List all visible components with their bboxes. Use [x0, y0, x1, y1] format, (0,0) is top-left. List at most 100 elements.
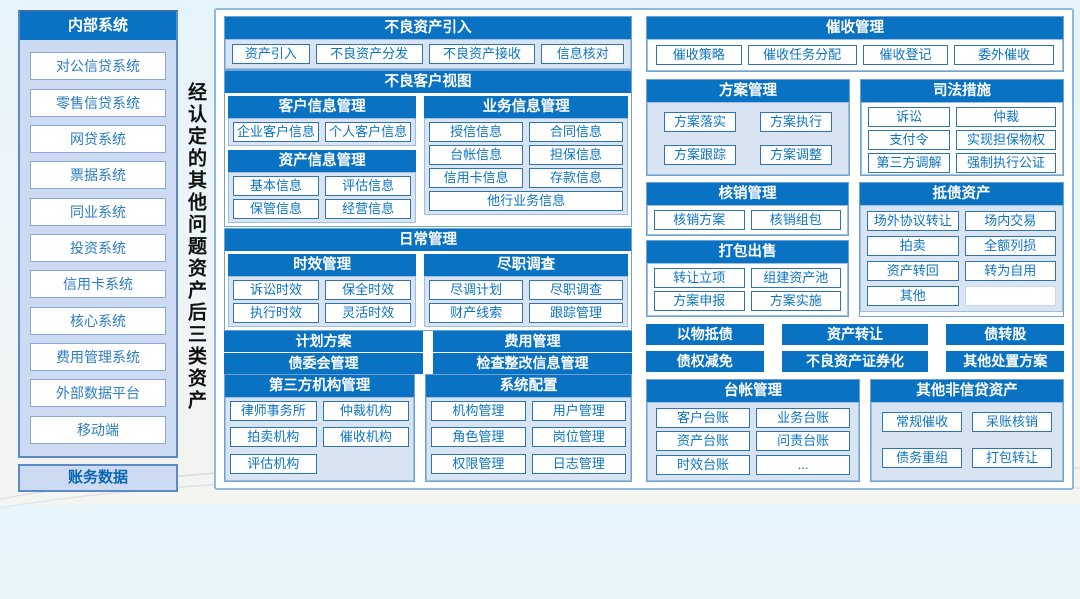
subsection-due-diligence: 尽职调查 尽调计划 尽职调查 财产线索 跟踪管理	[424, 253, 628, 327]
module-scheme-track: 方案跟踪	[664, 144, 736, 165]
section-other-non-credit-assets: 其他非信贷资产 常规催收 呆账核销 债务重组 打包转让	[870, 378, 1064, 482]
module-position-mgmt: 岗位管理	[531, 427, 626, 448]
module-asset-ledger: 资产台账	[656, 431, 751, 452]
bar-debt-to-equity: 债转股	[946, 323, 1064, 345]
internal-systems-panel: 内部系统 对公信贷系统 零售信贷系统 网贷系统 票据系统 同业系统 投资系统 信…	[18, 10, 178, 458]
section-title-collection-mgmt: 催收管理	[647, 17, 1063, 39]
module-scheme-declaration: 方案申报	[654, 291, 745, 312]
non-credit-body: 常规催收 呆账核销 债务重组 打包转让	[871, 401, 1063, 481]
module-preservation-limitation: 保全时效	[325, 279, 412, 300]
left-bar-row-1: 计划方案 费用管理	[224, 331, 632, 353]
bar-debt-relief: 债权减免	[646, 351, 764, 373]
subsection-business-info: 业务信息管理 授信信息 合同信息 台帐信息 担保信息 信用卡信息 存款信息 他行…	[424, 96, 628, 216]
section-npa-intake: 不良资产引入 资产引入 不良资产分发 不良资产接收 信息核对	[224, 16, 632, 70]
module-scheme-execution: 方案实施	[750, 291, 841, 312]
npa-intake-body: 资产引入 不良资产分发 不良资产接收 信息核对	[225, 39, 631, 69]
aging-mgmt-body: 诉讼时效 保全时效 执行时效 灵活时效	[228, 275, 417, 327]
section-writeoff-mgmt: 核销管理 核销方案 核销组包	[646, 182, 849, 237]
scheme-mgmt-body: 方案落实 方案执行 方案跟踪 方案调整	[647, 101, 849, 175]
right-bar-row-1: 以物抵债 资产转让 债转股	[646, 323, 1064, 345]
section-title-daily-management: 日常管理	[225, 228, 631, 251]
module-accountability-ledger: 问责台账	[756, 431, 851, 452]
third-party-body: 律师事务所 仲裁机构 拍卖机构 催收机构 评估机构	[225, 396, 415, 481]
empty-cell	[964, 286, 1056, 307]
section-ledger-mgmt: 台帐管理 客户台账 业务台账 资产台账 问责台账 时效台账 ...	[646, 378, 861, 482]
section-title-third-party-orgs: 第三方机构管理	[225, 374, 415, 397]
section-title-ledger-mgmt: 台帐管理	[647, 379, 860, 402]
module-org-mgmt: 机构管理	[431, 400, 526, 421]
module-law-firm: 律师事务所	[230, 400, 317, 421]
bar-creditor-committee-mgmt: 债委会管理	[224, 352, 423, 374]
section-debt-offset-assets: 抵债资产 场外协议转让 场内交易 拍卖 全额列损 资产转回 转为自用 其他	[859, 182, 1064, 318]
system-item-investment: 投资系统	[30, 233, 166, 262]
module-contract-info: 合同信息	[529, 122, 623, 143]
system-item-retail-credit: 零售信贷系统	[30, 88, 166, 117]
module-litigation: 诉讼	[868, 106, 950, 127]
right-column: 催收管理 催收策略 催收任务分配 催收登记 委外催收 方案管理 方案落实 方案执…	[646, 16, 1064, 482]
internal-systems-list: 对公信贷系统 零售信贷系统 网贷系统 票据系统 同业系统 投资系统 信用卡系统 …	[20, 40, 176, 456]
module-asset-return: 资产转回	[867, 261, 959, 282]
section-title-package-sale: 打包出售	[647, 241, 848, 264]
module-bad-debt-writeoff: 呆账核销	[972, 411, 1052, 432]
package-sale-body: 转让立项 组建资产池 方案申报 方案实施	[647, 263, 848, 317]
module-credit-card-info: 信用卡信息	[429, 168, 524, 189]
module-ledger-info: 台帐信息	[429, 145, 524, 166]
module-permission-mgmt: 权限管理	[431, 453, 526, 474]
module-user-mgmt: 用户管理	[531, 400, 626, 421]
module-property-clues: 财产线索	[429, 302, 524, 323]
module-personal-customer-info: 个人客户信息	[325, 122, 412, 143]
module-outsourced-collection: 委外催收	[954, 45, 1054, 65]
subsection-title-customer-info: 客户信息管理	[228, 96, 417, 119]
customer-view-body: 客户信息管理 企业客户信息 个人客户信息 资产信息管理 基本信息 评估信息 保管…	[225, 93, 631, 227]
module-convert-to-own-use: 转为自用	[964, 261, 1056, 282]
module-npa-receipt: 不良资产接收	[428, 44, 536, 64]
section-system-config: 系统配置 机构管理 用户管理 角色管理 岗位管理 权限管理 日志管理	[425, 373, 632, 482]
module-regular-collection: 常规催收	[882, 411, 963, 432]
bar-plan-scheme: 计划方案	[224, 331, 423, 353]
subsection-title-due-diligence: 尽职调查	[424, 253, 628, 276]
module-operation-info: 经营信息	[325, 199, 412, 220]
system-item-bills: 票据系统	[30, 161, 166, 190]
section-title-customer-view: 不良客户视图	[225, 71, 631, 94]
section-package-sale: 打包出售 转让立项 组建资产池 方案申报 方案实施	[646, 240, 849, 318]
module-appraisal-org: 评估机构	[230, 453, 317, 474]
module-writeoff-scheme: 核销方案	[654, 210, 745, 231]
module-litigation-limitation: 诉讼时效	[233, 279, 320, 300]
module-third-party-mediation: 第三方调解	[868, 152, 950, 173]
subsection-customer-info: 客户信息管理 企业客户信息 个人客户信息	[228, 96, 417, 147]
module-role-mgmt: 角色管理	[431, 427, 526, 448]
section-title-judicial-measures: 司法措施	[861, 79, 1063, 102]
module-collection-strategy: 催收策略	[656, 45, 742, 65]
subsection-title-business-info: 业务信息管理	[424, 96, 628, 119]
section-title-other-non-credit-assets: 其他非信贷资产	[871, 379, 1063, 402]
daily-management-body: 时效管理 诉讼时效 保全时效 执行时效 灵活时效 尽职调查 尽调计划 尽职调查 …	[225, 250, 631, 330]
module-other: 其他	[867, 286, 959, 307]
system-config-body: 机构管理 用户管理 角色管理 岗位管理 权限管理 日志管理	[426, 396, 631, 481]
section-collection-mgmt: 催收管理 催收策略 催收任务分配 催收登记 委外催收	[646, 16, 1064, 72]
module-tracking-mgmt: 跟踪管理	[529, 302, 623, 323]
section-title-debt-offset-assets: 抵债资产	[860, 183, 1063, 206]
module-exchange-trading: 场内交易	[964, 211, 1056, 232]
system-item-core: 核心系统	[30, 306, 166, 335]
module-realize-security-interest: 实现担保物权	[955, 129, 1056, 150]
module-dd-investigation: 尽职调查	[529, 279, 623, 300]
bar-npa-securitization: 不良资产证券化	[781, 351, 929, 373]
module-arbitration-org: 仲裁机构	[322, 400, 410, 421]
section-daily-management: 日常管理 时效管理 诉讼时效 保全时效 执行时效 灵活时效 尽职调查 尽调计划 …	[224, 227, 632, 331]
module-transfer-initiation: 转让立项	[654, 268, 745, 289]
asset-info-body: 基本信息 评估信息 保管信息 经营信息	[228, 172, 417, 224]
due-diligence-body: 尽调计划 尽职调查 财产线索 跟踪管理	[424, 275, 628, 327]
module-build-asset-pool: 组建资产池	[750, 268, 841, 289]
internal-systems-title: 内部系统	[20, 12, 176, 40]
debt-offset-body: 场外协议转让 场内交易 拍卖 全额列损 资产转回 转为自用 其他	[860, 205, 1063, 313]
ledger-body: 客户台账 业务台账 资产台账 问责台账 时效台账 ...	[647, 401, 860, 481]
module-otc-agreement-transfer: 场外协议转让	[867, 211, 959, 232]
section-title-writeoff-mgmt: 核销管理	[647, 183, 848, 206]
left-column: 不良资产引入 资产引入 不良资产分发 不良资产接收 信息核对 不良客户视图 客户…	[224, 16, 632, 482]
module-collection-task-assign: 催收任务分配	[747, 45, 857, 65]
system-item-mobile: 移动端	[30, 415, 166, 444]
customer-info-body: 企业客户信息 个人客户信息	[228, 118, 417, 147]
bar-asset-transfer: 资产转让	[781, 323, 929, 345]
module-collection-org: 催收机构	[322, 427, 410, 448]
accounting-data-box: 账务数据	[18, 464, 178, 492]
